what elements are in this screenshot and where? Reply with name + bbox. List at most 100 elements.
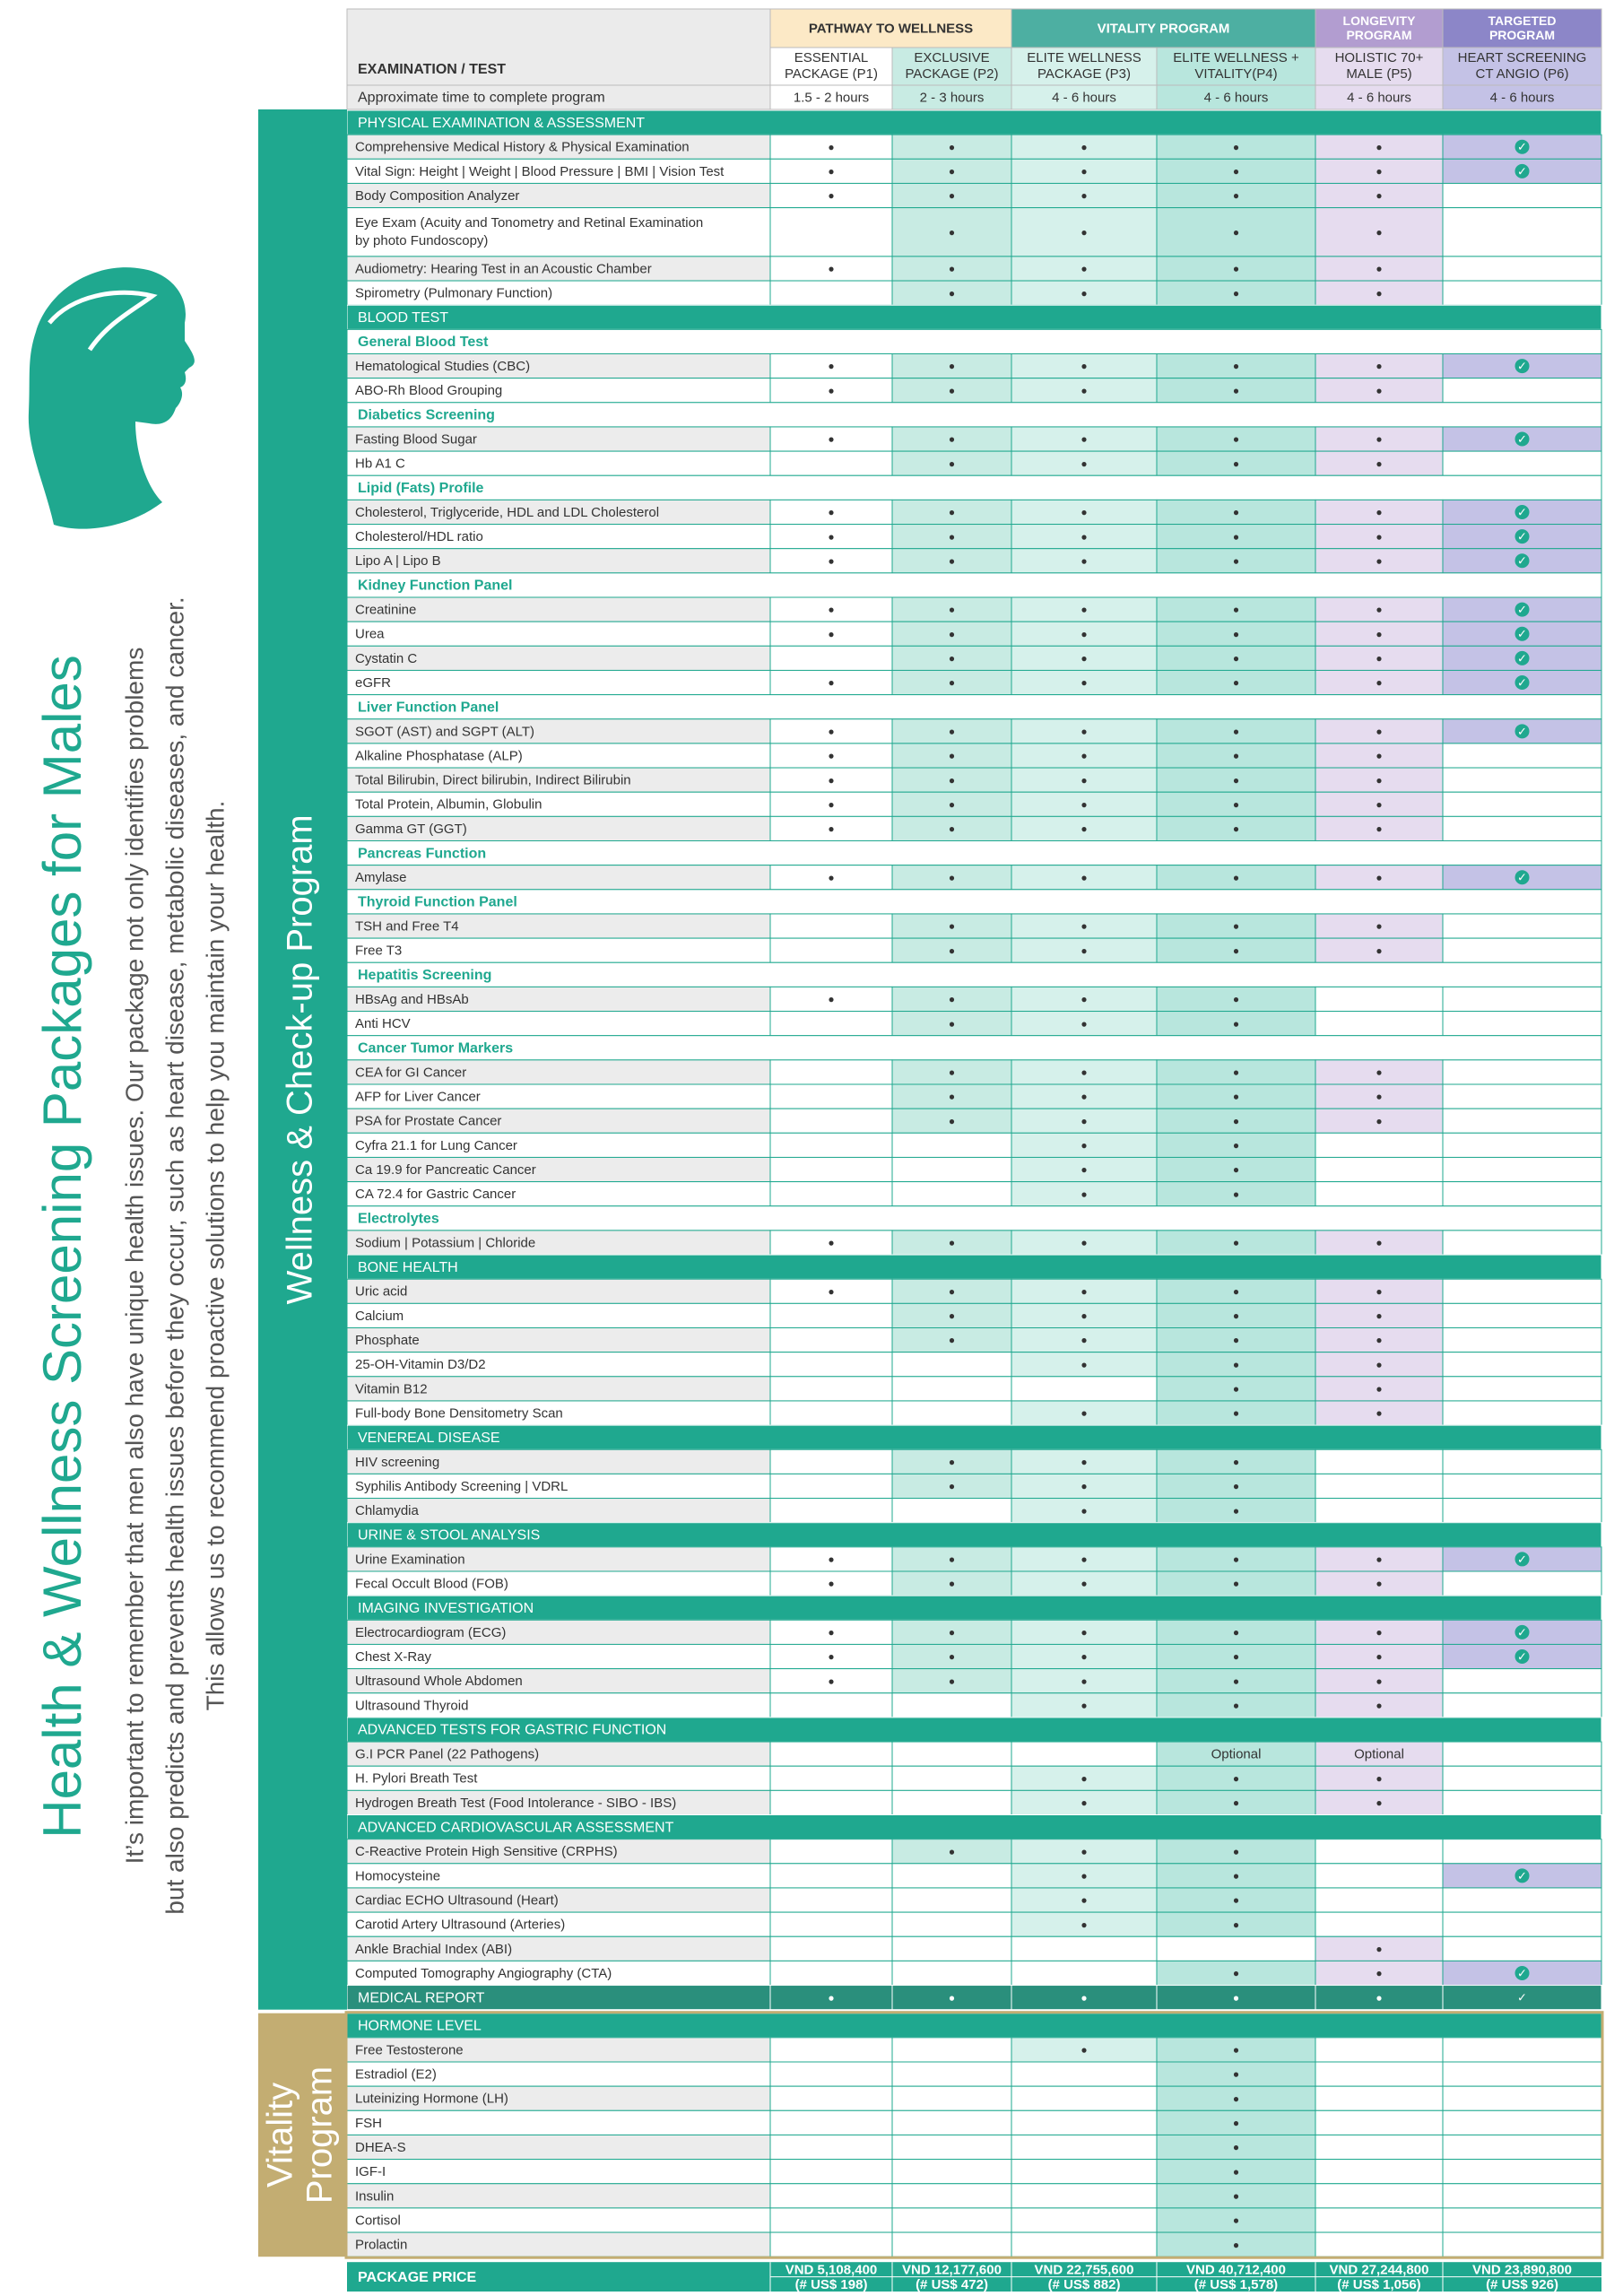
cell (891, 1789, 1012, 1815)
dot: ● (1376, 1626, 1382, 1639)
cell (891, 913, 1012, 939)
check-badge (1515, 870, 1530, 885)
section-header (346, 2013, 1602, 2039)
group-name: PROGRAM (1489, 28, 1555, 42)
cell (769, 1741, 893, 1767)
cell (769, 1935, 893, 1961)
cell (1011, 937, 1158, 963)
label-cell (346, 256, 771, 282)
cell (891, 450, 1012, 476)
price-usd: (# US$ 472) (916, 2277, 988, 2292)
cell (1315, 2109, 1444, 2135)
dot: ● (828, 798, 834, 811)
dot: ● (1376, 1115, 1382, 1127)
test-label: Free T3 (355, 944, 402, 959)
dot: ● (828, 1285, 834, 1298)
dot: ● (828, 676, 834, 689)
cell (1315, 2085, 1444, 2111)
cell (1442, 1132, 1602, 1158)
dot: ● (1376, 920, 1382, 933)
test-label: Audiometry: Hearing Test in an Acoustic … (355, 261, 652, 276)
cell (1315, 378, 1444, 404)
cell (1156, 718, 1316, 744)
cell (1315, 1498, 1444, 1524)
dot: ● (949, 993, 955, 1005)
cell (1156, 134, 1316, 160)
cell (1442, 1765, 1602, 1791)
label-cell (346, 791, 771, 817)
package-name: HOLISTIC 70+ (1335, 50, 1424, 65)
dot: ● (828, 1674, 834, 1687)
dot: ● (1376, 725, 1382, 737)
dot: ● (1081, 360, 1087, 372)
dot: ● (828, 189, 834, 202)
dot: ● (1233, 263, 1239, 275)
hair-line (48, 290, 158, 352)
cell (1442, 1156, 1602, 1183)
cell (1442, 1376, 1602, 1402)
dot: ● (1081, 1674, 1087, 1687)
cell (891, 2231, 1012, 2257)
test-label: Syphilis Antibody Screening | VDRL (355, 1479, 568, 1494)
dot: ● (1081, 628, 1087, 640)
cell (769, 450, 893, 476)
dot: ● (949, 530, 955, 543)
cell (1156, 1546, 1316, 1572)
dot: ● (828, 871, 834, 883)
cell (1156, 767, 1316, 793)
dot: ● (1233, 1115, 1239, 1127)
cell (1315, 1230, 1444, 1256)
check-badge (1515, 724, 1530, 739)
subheading: Kidney Function Panel (358, 578, 512, 594)
section-title: HORMONE LEVEL (358, 2018, 482, 2033)
label-cell (346, 937, 771, 963)
cell (1156, 1376, 1316, 1402)
cell (1156, 2183, 1316, 2209)
cell (1315, 621, 1444, 647)
cell (1011, 2183, 1158, 2209)
dot: ● (1081, 1091, 1087, 1103)
test-label: Prolactin (355, 2238, 407, 2253)
dot: ● (1376, 604, 1382, 616)
cell (1315, 865, 1444, 891)
dot: ● (1081, 1066, 1087, 1079)
dot: ● (1233, 725, 1239, 737)
price-usd: (# US$ 198) (795, 2277, 868, 2292)
cell (1442, 256, 1602, 282)
dot: ● (1233, 1358, 1239, 1370)
dot: ● (828, 993, 834, 1005)
cell (891, 1887, 1012, 1913)
cell (1315, 1400, 1444, 1426)
test-label: H. Pylori Breath Test (355, 1771, 478, 1787)
header-label: EXAMINATION / TEST (358, 62, 506, 77)
cell (1011, 2134, 1158, 2161)
group-name: PROGRAM (1346, 28, 1411, 42)
cell (891, 2183, 1012, 2209)
dot: ● (1233, 1578, 1239, 1590)
cell (891, 256, 1012, 282)
cell (769, 256, 893, 282)
optional: Optional (1354, 1747, 1404, 1762)
section-title: ADVANCED CARDIOVASCULAR ASSESSMENT (358, 1820, 674, 1835)
subheading-row (346, 840, 1602, 866)
dot: ● (1233, 652, 1239, 665)
dot: ● (1376, 554, 1382, 567)
package-name: PACKAGE (P2) (906, 66, 999, 82)
subheading: Lipid (Fats) Profile (358, 481, 484, 496)
cell (1442, 2109, 1602, 2135)
dot: ● (1081, 750, 1087, 762)
cell (1442, 1692, 1602, 1718)
cell (1011, 621, 1158, 647)
subheading-row (346, 572, 1602, 598)
group-name: PATHWAY TO WELLNESS (809, 21, 973, 36)
cell (1442, 937, 1602, 963)
dot: ● (1376, 750, 1382, 762)
cell (1442, 2207, 1602, 2233)
cell (891, 1911, 1012, 1937)
cell (1442, 1181, 1602, 1207)
dot: ● (1081, 1504, 1087, 1517)
cell (1011, 1668, 1158, 1694)
dot: ● (1376, 676, 1382, 689)
price-vnd: VND 12,177,600 (902, 2262, 1002, 2277)
cell (891, 1230, 1012, 1256)
